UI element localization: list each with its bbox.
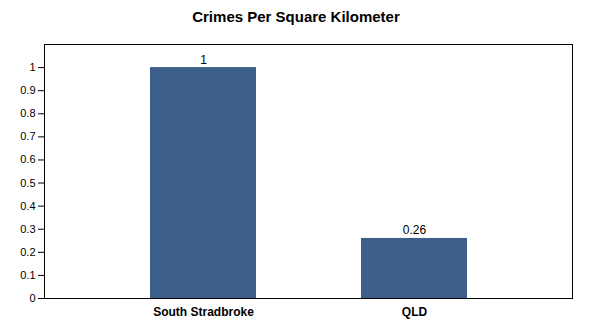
svg-text:0.2: 0.2 [20,246,35,258]
html-text:Crimes Per Square Kilometer: Crimes Per Square Kilometer [192,8,400,25]
svg-text:0: 0 [29,292,35,304]
svg-text:0.8: 0.8 [20,107,35,119]
svg-text:0.26: 0.26 [403,223,427,237]
svg-text:0.5: 0.5 [20,177,35,189]
svg-text:1: 1 [29,61,35,73]
svg-text:0.4: 0.4 [20,200,35,212]
svg-text:0.3: 0.3 [20,223,35,235]
svg-text:0.6: 0.6 [20,153,35,165]
svg-text:0.1: 0.1 [20,269,35,281]
svg-text:0.7: 0.7 [20,130,35,142]
svg-text:0.9: 0.9 [20,84,35,96]
svg-text:QLD: QLD [402,305,428,319]
svg-text:South Stradbroke: South Stradbroke [153,305,254,319]
svg-text:1: 1 [200,53,207,67]
